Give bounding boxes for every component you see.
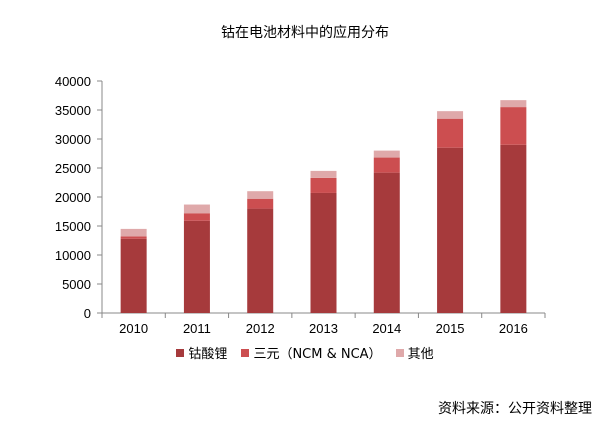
x-tick-label: 2010 (119, 321, 148, 336)
bar-segment-ternary (120, 236, 147, 239)
bar-segment-ternary (437, 118, 464, 148)
legend-item-licoo2: 钴酸锂 (176, 343, 227, 362)
x-tick-label: 2011 (183, 321, 211, 336)
bar-segment-other (310, 170, 337, 178)
bar-segment-licoo2 (373, 172, 400, 313)
bar-segment-ternary (183, 213, 210, 221)
x-tick-label: 2013 (309, 321, 338, 336)
legend-swatch-ternary (241, 348, 250, 357)
y-tick-label: 20000 (55, 190, 91, 205)
bar-segment-ternary (310, 177, 337, 193)
bar-segment-ternary (373, 157, 400, 173)
y-tick-label: 30000 (55, 132, 91, 147)
bar-segment-licoo2 (183, 220, 210, 313)
chart-title: 钴在电池材料中的应用分布 (221, 25, 389, 41)
bar-segment-other (500, 100, 527, 108)
x-tick-label: 2016 (499, 321, 528, 336)
legend-item-other: 其他 (395, 343, 434, 362)
bar-segment-other (437, 111, 464, 119)
x-tick-label: 2012 (246, 321, 275, 336)
y-tick-label: 10000 (55, 248, 91, 263)
legend-item-ternary: 三元（NCM & NCA） (241, 343, 382, 362)
legend-label-licoo2: 钴酸锂 (188, 347, 228, 362)
legend-label-other: 其他 (407, 347, 434, 362)
bar-segment-other (183, 204, 210, 214)
y-tick-label: 35000 (55, 103, 91, 118)
bar-segment-licoo2 (310, 192, 337, 313)
bars (120, 100, 527, 313)
y-tick-label: 25000 (55, 161, 91, 176)
bar-segment-licoo2 (120, 238, 147, 313)
y-tick-label: 40000 (55, 74, 91, 89)
x-axis: 2010 2011 2012 2013 2014 2015 2016 (101, 312, 546, 336)
y-tick-label: 15000 (55, 219, 91, 234)
legend-swatch-other (395, 348, 404, 357)
legend: 钴酸锂 三元（NCM & NCA） 其他 (0, 343, 610, 362)
x-tick-label: 2014 (372, 321, 401, 336)
bar-segment-licoo2 (437, 147, 464, 313)
legend-label-ternary: 三元（NCM & NCA） (253, 347, 382, 362)
bar-segment-ternary (247, 198, 274, 209)
legend-swatch-licoo2 (176, 348, 185, 357)
bar-segment-licoo2 (500, 144, 527, 313)
source-note: 资料来源：公开资料整理 (438, 401, 592, 417)
bar-segment-other (373, 150, 400, 158)
x-tick-label: 2015 (436, 321, 465, 336)
bar-segment-ternary (500, 107, 527, 145)
y-tick-label: 0 (84, 306, 91, 321)
bar-segment-other (120, 228, 147, 237)
y-tick-label: 5000 (62, 277, 91, 292)
bar-segment-other (247, 191, 274, 199)
y-axis: 0 5000 10000 15000 20000 25000 30000 35000 40000 (55, 74, 103, 321)
bar-segment-licoo2 (247, 208, 274, 313)
